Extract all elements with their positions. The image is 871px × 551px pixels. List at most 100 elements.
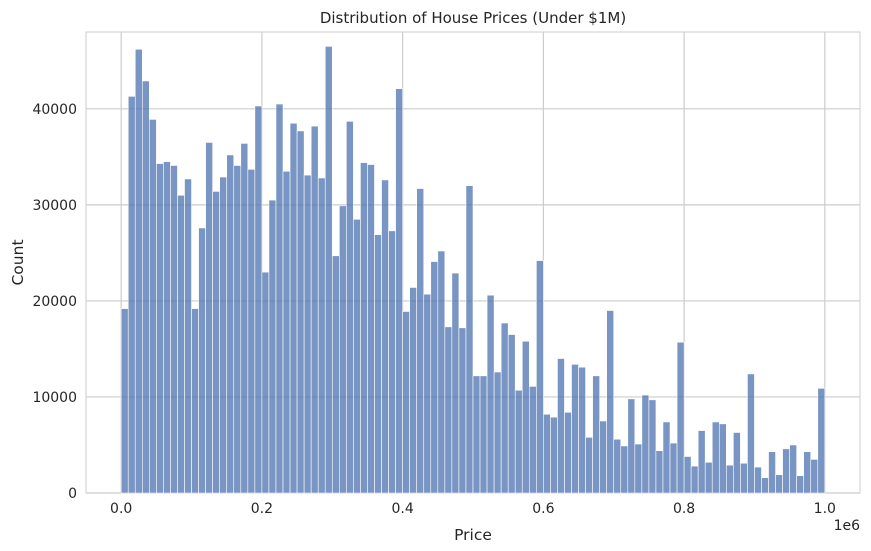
histogram-bar [381,179,389,494]
histogram-bar [163,161,171,494]
histogram-bar [493,371,502,494]
histogram-bar [353,218,361,494]
histogram-bar [768,451,776,494]
histogram-bar [458,327,467,494]
histogram-bar [219,176,228,494]
histogram-bar [711,421,720,494]
histogram-bar [177,194,185,494]
histogram-bar [423,293,432,494]
histogram-bar [184,178,192,494]
histogram-bar [697,430,706,494]
histogram-bar [127,96,136,494]
histogram-bar [789,444,797,494]
x-tick-label: 1.0 [814,501,836,517]
histogram-bar [528,386,537,494]
histogram-bar [578,366,586,494]
histogram-bar [339,205,347,494]
histogram-bar [226,154,235,494]
histogram-bar [317,177,326,494]
histogram-bar [254,105,263,494]
x-tick-label: 0.4 [392,501,414,517]
histogram-bar [374,234,382,494]
histogram-bar [282,170,291,494]
y-tick-label: 30000 [32,198,77,214]
histogram-bar [212,191,220,494]
histogram-bar [817,388,826,494]
histogram-bar [683,456,692,494]
histogram-bar [367,164,375,494]
histogram-bar [669,442,678,494]
histogram-bar [409,287,418,494]
histogram-bar [718,423,727,494]
histogram-bar [247,169,256,494]
histogram-bar [268,199,277,494]
histogram-bar [690,465,699,494]
histogram-bar [634,443,643,494]
histogram-bar [599,420,607,494]
histogram-bar [550,416,558,494]
histogram-bar [726,464,734,494]
histogram-bar [465,185,474,494]
histogram-bar [704,461,713,494]
histogram-bar [810,459,819,494]
histogram-bar [740,462,748,494]
histogram-bar [775,474,783,494]
histogram-bar [430,261,439,494]
x-axis-label: Price [454,526,492,544]
histogram-bar [754,466,762,494]
histogram-bar [543,413,551,494]
y-tick-label: 10000 [32,390,77,406]
histogram-bar [507,334,516,494]
histogram-bar [782,448,790,494]
histogram-bar [416,188,425,494]
histogram-bar [303,174,312,494]
histogram-bar [395,88,403,494]
histogram-bar [134,48,143,494]
histogram-bar [761,477,769,494]
histogram-bar [240,143,249,494]
histogram-bar [571,364,579,494]
histogram-bar [346,121,354,494]
histogram-bar [191,308,199,494]
histogram-bar [472,375,481,494]
histogram-bar [331,255,340,494]
x-tick-label: 0.2 [251,501,273,517]
histogram-bar [289,122,298,494]
histogram-bar [198,227,206,494]
histogram-bar [620,445,629,494]
histogram-bar [514,389,523,494]
histogram-bar [261,271,270,494]
histogram-bar [803,451,812,494]
histogram-bar [451,272,460,494]
histogram-bar [796,475,805,494]
histogram-bar [500,322,509,494]
y-tick-label: 0 [68,486,77,502]
histogram-bar [170,165,178,494]
y-tick-label: 20000 [32,294,77,310]
histogram-bar [733,432,741,494]
histogram-bar [141,80,150,494]
histogram-bar [662,421,671,494]
histogram-bar [388,230,396,494]
x-tick-label: 0.8 [673,501,695,517]
histogram-bar [655,450,664,494]
histogram-bar [444,326,453,494]
histogram-bar [648,399,657,494]
bars-group [120,46,826,494]
histogram-bar [156,163,164,494]
histogram-bar [676,341,685,494]
histogram-bar [296,130,305,494]
x-tick-labels: 0.0 0.2 0.4 0.6 0.8 1.0 [110,501,836,517]
histogram-bar [747,373,755,494]
histogram-bar [536,260,544,494]
histogram-bar [564,412,572,494]
x-tick-label: 0.6 [532,501,554,517]
histogram-bar [606,310,615,494]
x-tick-label: 0.0 [110,501,132,517]
y-axis-label: Count [9,239,27,285]
histogram-bar [310,125,319,494]
histogram-bar [479,375,488,494]
histogram-bar [149,119,157,494]
